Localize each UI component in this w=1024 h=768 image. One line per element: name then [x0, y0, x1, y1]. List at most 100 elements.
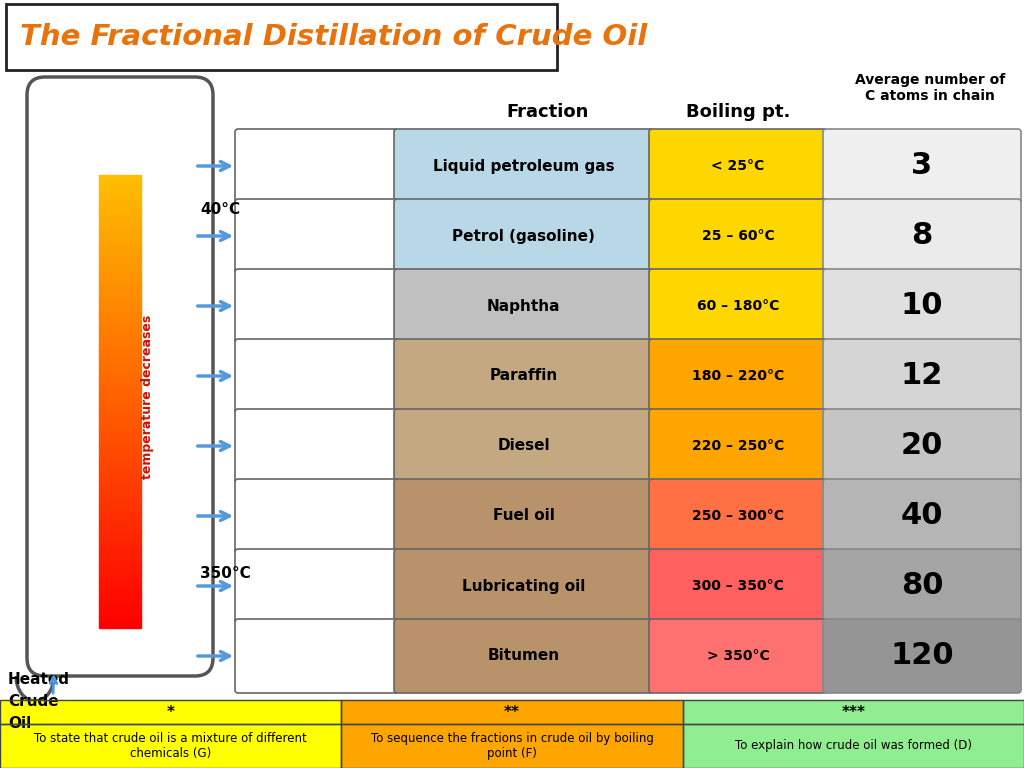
- Bar: [341, 724, 683, 768]
- FancyBboxPatch shape: [394, 269, 653, 343]
- Bar: [99, 316, 141, 323]
- FancyBboxPatch shape: [823, 129, 1021, 203]
- Text: 300 – 350°C: 300 – 350°C: [692, 579, 784, 593]
- Text: < 25°C: < 25°C: [712, 159, 765, 173]
- Bar: [99, 542, 141, 548]
- Bar: [99, 265, 141, 271]
- Bar: [0, 700, 341, 724]
- Text: *: *: [167, 704, 175, 720]
- Bar: [99, 276, 141, 283]
- Text: Bitumen: Bitumen: [487, 648, 559, 664]
- Bar: [99, 469, 141, 475]
- FancyBboxPatch shape: [6, 4, 557, 70]
- Text: Naphtha: Naphtha: [486, 299, 560, 313]
- Bar: [99, 622, 141, 628]
- Bar: [99, 435, 141, 441]
- Text: > 350°C: > 350°C: [707, 649, 769, 663]
- FancyBboxPatch shape: [234, 619, 398, 693]
- Bar: [99, 565, 141, 571]
- Bar: [99, 243, 141, 249]
- Bar: [99, 492, 141, 498]
- Bar: [99, 463, 141, 469]
- Bar: [99, 356, 141, 362]
- Bar: [99, 452, 141, 458]
- Bar: [683, 724, 1024, 768]
- Bar: [99, 339, 141, 345]
- Text: **: **: [504, 704, 520, 720]
- Bar: [99, 412, 141, 419]
- Bar: [99, 582, 141, 588]
- Text: Petrol (gasoline): Petrol (gasoline): [452, 229, 595, 243]
- Bar: [99, 282, 141, 288]
- FancyBboxPatch shape: [823, 619, 1021, 693]
- FancyBboxPatch shape: [823, 199, 1021, 273]
- FancyBboxPatch shape: [649, 409, 827, 483]
- Text: Paraffin: Paraffin: [489, 369, 558, 383]
- Bar: [99, 577, 141, 583]
- Text: 180 – 220°C: 180 – 220°C: [692, 369, 784, 383]
- Bar: [99, 322, 141, 328]
- Bar: [99, 288, 141, 294]
- FancyBboxPatch shape: [394, 409, 653, 483]
- Bar: [99, 344, 141, 350]
- Bar: [99, 424, 141, 430]
- Bar: [99, 174, 141, 180]
- Bar: [99, 525, 141, 531]
- Text: 8: 8: [911, 221, 933, 250]
- Text: 80: 80: [901, 571, 943, 601]
- Bar: [99, 327, 141, 333]
- FancyBboxPatch shape: [649, 199, 827, 273]
- Bar: [99, 260, 141, 266]
- Text: 12: 12: [901, 362, 943, 390]
- FancyBboxPatch shape: [394, 549, 653, 623]
- Text: 120: 120: [890, 641, 953, 670]
- FancyBboxPatch shape: [649, 479, 827, 553]
- FancyBboxPatch shape: [234, 269, 398, 343]
- Bar: [99, 333, 141, 339]
- Bar: [683, 724, 1024, 768]
- Bar: [0, 724, 341, 768]
- Bar: [99, 271, 141, 277]
- Text: Diesel: Diesel: [498, 439, 550, 453]
- Bar: [99, 237, 141, 243]
- Bar: [99, 407, 141, 413]
- Text: To state that crude oil is a mixture of different
chemicals (G): To state that crude oil is a mixture of …: [34, 732, 307, 760]
- Bar: [99, 401, 141, 407]
- Bar: [99, 605, 141, 611]
- Text: Oil: Oil: [8, 717, 32, 731]
- Bar: [99, 571, 141, 577]
- Bar: [99, 197, 141, 204]
- Text: 3: 3: [911, 151, 933, 180]
- Bar: [99, 310, 141, 316]
- Bar: [683, 700, 1024, 724]
- Bar: [99, 446, 141, 452]
- FancyBboxPatch shape: [234, 479, 398, 553]
- Bar: [99, 520, 141, 526]
- Text: 220 – 250°C: 220 – 250°C: [692, 439, 784, 453]
- Bar: [99, 616, 141, 622]
- Text: 20: 20: [901, 432, 943, 461]
- Bar: [99, 554, 141, 560]
- Text: 40°C: 40°C: [200, 203, 240, 217]
- FancyBboxPatch shape: [649, 129, 827, 203]
- Bar: [99, 231, 141, 237]
- Text: Fuel oil: Fuel oil: [493, 508, 554, 524]
- Text: ***: ***: [842, 704, 865, 720]
- FancyBboxPatch shape: [27, 77, 213, 676]
- Bar: [341, 724, 683, 768]
- Bar: [99, 214, 141, 220]
- Text: Lubricating oil: Lubricating oil: [462, 578, 585, 594]
- Bar: [99, 384, 141, 390]
- FancyBboxPatch shape: [394, 129, 653, 203]
- Bar: [99, 305, 141, 311]
- Text: Average number of
C atoms in chain: Average number of C atoms in chain: [855, 73, 1006, 103]
- FancyBboxPatch shape: [823, 479, 1021, 553]
- Text: 60 – 180°C: 60 – 180°C: [696, 299, 779, 313]
- FancyBboxPatch shape: [823, 269, 1021, 343]
- Text: Crude: Crude: [8, 694, 58, 710]
- Bar: [99, 208, 141, 214]
- Bar: [99, 531, 141, 538]
- Bar: [99, 299, 141, 305]
- Text: 40: 40: [901, 502, 943, 531]
- FancyBboxPatch shape: [234, 129, 398, 203]
